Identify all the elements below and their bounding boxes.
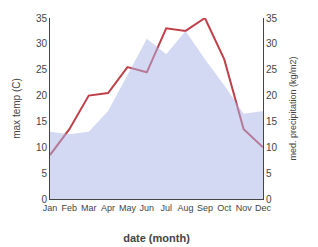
svg-text:med. precipitation (kg/m2): med. precipitation (kg/m2) — [288, 56, 298, 160]
svg-text:Oct: Oct — [217, 203, 232, 213]
svg-text:Feb: Feb — [62, 203, 78, 213]
svg-text:Jul: Jul — [160, 203, 172, 213]
svg-text:25: 25 — [36, 64, 48, 75]
svg-text:35: 35 — [36, 13, 48, 24]
svg-text:Sep: Sep — [197, 203, 213, 213]
svg-text:5: 5 — [41, 168, 47, 179]
svg-text:date (month): date (month) — [123, 232, 190, 244]
svg-text:0: 0 — [41, 194, 47, 205]
svg-text:Aug: Aug — [178, 203, 194, 213]
svg-text:Dec: Dec — [255, 203, 272, 213]
svg-text:Jun: Jun — [140, 203, 155, 213]
svg-text:15: 15 — [36, 116, 48, 127]
svg-text:Mar: Mar — [81, 203, 97, 213]
svg-text:5: 5 — [266, 168, 272, 179]
svg-text:15: 15 — [266, 116, 278, 127]
svg-text:Jan: Jan — [43, 203, 58, 213]
svg-text:30: 30 — [36, 38, 48, 49]
svg-text:May: May — [119, 203, 137, 213]
svg-text:20: 20 — [266, 90, 278, 101]
svg-text:max temp (C): max temp (C) — [11, 78, 22, 139]
svg-text:0: 0 — [266, 194, 272, 205]
svg-text:10: 10 — [266, 142, 278, 153]
svg-text:25: 25 — [266, 64, 278, 75]
svg-text:10: 10 — [36, 142, 48, 153]
svg-text:Nov: Nov — [236, 203, 253, 213]
svg-text:Apr: Apr — [101, 203, 115, 213]
svg-text:20: 20 — [36, 90, 48, 101]
svg-text:35: 35 — [266, 13, 278, 24]
svg-text:30: 30 — [266, 38, 278, 49]
